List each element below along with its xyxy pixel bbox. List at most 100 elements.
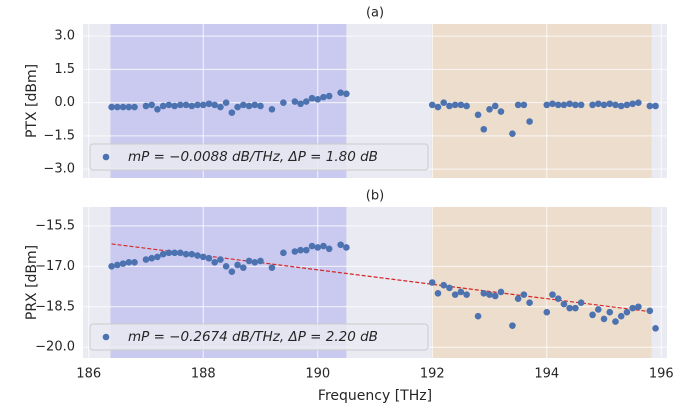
data-point	[343, 90, 350, 98]
legend-marker	[102, 153, 110, 161]
y-tick-label: −15.5	[35, 218, 75, 233]
data-point	[434, 103, 442, 111]
data-point	[222, 263, 230, 270]
data-point	[560, 300, 568, 308]
data-point	[251, 101, 259, 109]
data-point	[606, 100, 614, 108]
data-point	[217, 103, 224, 111]
data-point	[177, 249, 184, 257]
data-point	[171, 102, 178, 110]
data-point	[497, 108, 505, 115]
data-point	[280, 99, 287, 106]
data-point	[526, 118, 533, 125]
y-tick-label: −3.0	[43, 162, 75, 177]
y-tick-label: −1.5	[43, 128, 75, 143]
data-point	[268, 264, 276, 271]
data-point	[251, 258, 259, 266]
data-point	[446, 102, 453, 110]
data-point	[520, 101, 528, 109]
data-point	[314, 96, 322, 103]
data-point	[194, 101, 201, 109]
data-point	[635, 303, 642, 311]
data-point	[188, 250, 196, 258]
data-point	[125, 258, 133, 266]
data-point	[245, 257, 253, 265]
data-point	[182, 250, 190, 258]
data-point	[171, 249, 178, 257]
data-point	[257, 102, 264, 110]
data-point	[446, 284, 453, 292]
data-point	[451, 291, 459, 298]
data-point	[463, 102, 470, 110]
data-point	[572, 304, 579, 312]
data-point	[629, 304, 636, 312]
data-point	[159, 102, 167, 110]
data-point	[234, 103, 241, 111]
data-point	[337, 241, 344, 249]
data-point	[543, 101, 551, 109]
data-point	[440, 281, 448, 289]
legend-marker	[102, 333, 110, 341]
data-point	[572, 101, 579, 109]
data-point	[188, 102, 196, 110]
data-point	[154, 253, 161, 261]
y-axis-label: PTX [dBm]	[24, 64, 40, 138]
data-point	[451, 101, 459, 109]
data-point	[119, 260, 127, 267]
data-point	[291, 248, 299, 255]
data-point	[577, 299, 585, 307]
data-point	[566, 100, 573, 108]
x-tick-label: 196	[649, 367, 674, 382]
data-point	[549, 291, 556, 298]
data-point	[148, 101, 156, 109]
legend-label: mP = −0.2674 dB/THz, ΔP = 2.20 dB	[128, 329, 378, 345]
data-point	[211, 101, 218, 109]
data-point	[302, 246, 310, 254]
data-point	[549, 100, 556, 108]
data-point	[194, 252, 201, 259]
data-point	[108, 103, 115, 111]
data-point	[142, 102, 150, 110]
data-point	[520, 291, 528, 298]
data-point	[119, 103, 127, 111]
data-point	[337, 89, 344, 96]
y-tick-label: 3.0	[54, 29, 75, 44]
y-tick-label: −18.5	[35, 299, 75, 314]
data-point	[240, 101, 247, 109]
data-point	[474, 312, 482, 320]
x-tick-label: 192	[420, 367, 445, 382]
data-point	[497, 288, 505, 296]
data-point	[491, 292, 499, 300]
y-tick-label: −17.0	[35, 259, 75, 274]
data-point	[606, 308, 614, 316]
data-point	[205, 254, 213, 262]
data-point	[114, 103, 121, 111]
data-point	[165, 249, 173, 257]
data-point	[199, 253, 207, 261]
data-point	[652, 102, 659, 110]
data-point	[234, 261, 241, 269]
data-point	[594, 100, 602, 108]
data-point	[240, 264, 247, 271]
data-point	[159, 250, 167, 258]
data-point	[491, 102, 499, 110]
x-tick-label: 188	[191, 367, 216, 382]
data-point	[486, 291, 493, 298]
data-point	[594, 306, 602, 313]
data-point	[554, 295, 562, 302]
data-point	[142, 256, 150, 263]
chart-title: (b)	[366, 189, 384, 204]
data-point	[325, 92, 333, 100]
data-point	[480, 289, 488, 297]
data-point	[320, 93, 327, 101]
data-point	[428, 101, 436, 109]
data-point	[612, 318, 619, 325]
data-point	[486, 106, 493, 113]
data-point	[589, 101, 596, 109]
x-axis-label: Frequency [THz]	[318, 388, 432, 404]
data-point	[623, 101, 631, 109]
legend-box	[89, 143, 429, 171]
data-point	[526, 299, 533, 307]
data-point	[577, 101, 585, 109]
data-point	[646, 307, 654, 315]
